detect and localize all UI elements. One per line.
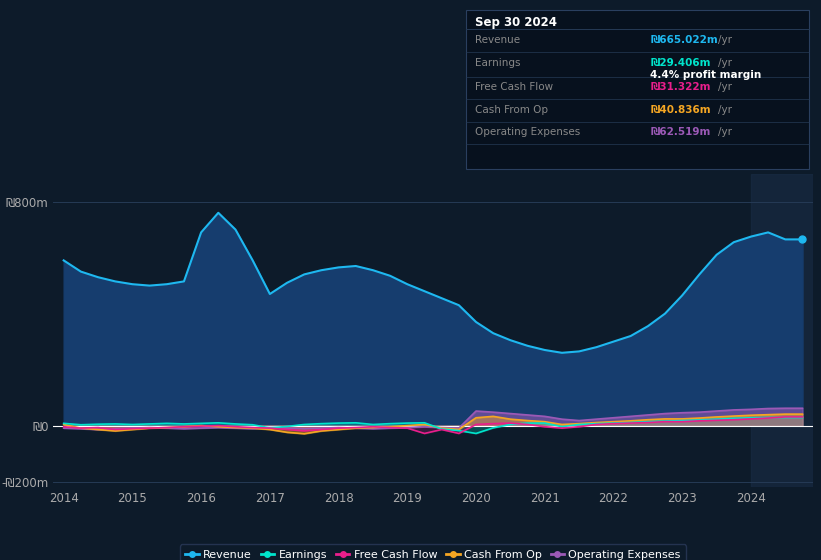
Text: Earnings: Earnings	[475, 58, 521, 68]
Text: ₪665.022m: ₪665.022m	[650, 35, 718, 45]
Text: Sep 30 2024: Sep 30 2024	[475, 16, 557, 29]
Text: Free Cash Flow: Free Cash Flow	[475, 82, 553, 92]
Text: ₪62.519m: ₪62.519m	[650, 127, 711, 137]
Text: ₪40.836m: ₪40.836m	[650, 105, 711, 115]
Text: 4.4% profit margin: 4.4% profit margin	[650, 70, 762, 80]
Text: Cash From Op: Cash From Op	[475, 105, 548, 115]
Text: /yr: /yr	[718, 82, 732, 92]
Text: /yr: /yr	[718, 105, 732, 115]
Text: /yr: /yr	[718, 127, 732, 137]
Bar	[751, 174, 813, 487]
Legend: Revenue, Earnings, Free Cash Flow, Cash From Op, Operating Expenses: Revenue, Earnings, Free Cash Flow, Cash …	[180, 544, 686, 560]
Text: ₪31.322m: ₪31.322m	[650, 82, 711, 92]
Text: ₪29.406m: ₪29.406m	[650, 58, 711, 68]
Text: /yr: /yr	[718, 35, 732, 45]
Text: Revenue: Revenue	[475, 35, 521, 45]
Text: /yr: /yr	[718, 58, 732, 68]
Text: Operating Expenses: Operating Expenses	[475, 127, 580, 137]
